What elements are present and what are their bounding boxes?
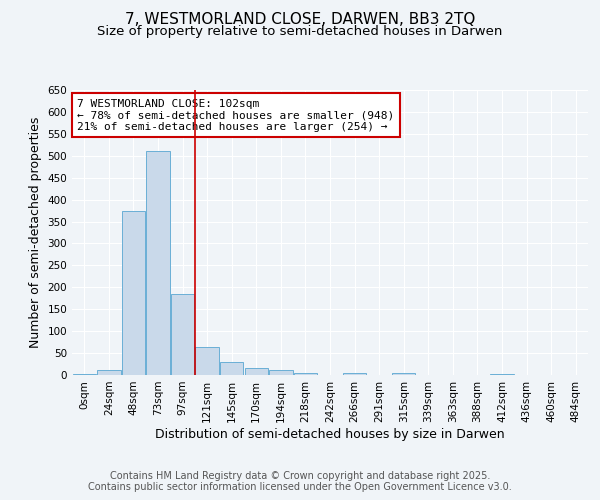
Text: Size of property relative to semi-detached houses in Darwen: Size of property relative to semi-detach… <box>97 25 503 38</box>
Bar <box>122 210 145 375</box>
Bar <box>171 294 194 375</box>
Bar <box>220 362 244 375</box>
Text: 7, WESTMORLAND CLOSE, DARWEN, BB3 2TQ: 7, WESTMORLAND CLOSE, DARWEN, BB3 2TQ <box>125 12 475 28</box>
Bar <box>196 346 219 375</box>
X-axis label: Distribution of semi-detached houses by size in Darwen: Distribution of semi-detached houses by … <box>155 428 505 440</box>
Bar <box>392 373 415 375</box>
Bar <box>73 374 96 375</box>
Y-axis label: Number of semi-detached properties: Number of semi-detached properties <box>29 117 42 348</box>
Bar <box>245 368 268 375</box>
Text: 7 WESTMORLAND CLOSE: 102sqm
← 78% of semi-detached houses are smaller (948)
21% : 7 WESTMORLAND CLOSE: 102sqm ← 78% of sem… <box>77 98 394 132</box>
Bar <box>490 374 514 375</box>
Bar <box>294 373 317 375</box>
Bar <box>269 370 293 375</box>
Text: Contains HM Land Registry data © Crown copyright and database right 2025.
Contai: Contains HM Land Registry data © Crown c… <box>88 471 512 492</box>
Bar <box>343 373 366 375</box>
Bar <box>97 370 121 375</box>
Bar <box>146 152 170 375</box>
